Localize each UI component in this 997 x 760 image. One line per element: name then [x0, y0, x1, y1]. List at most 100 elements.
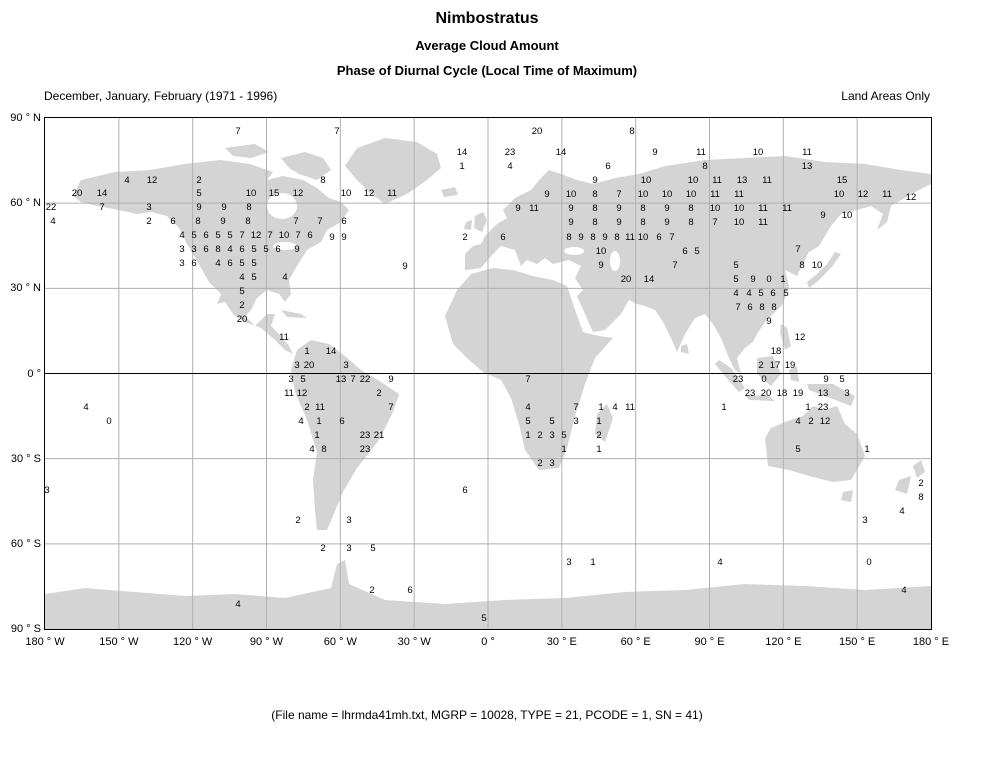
data-value-label: 5 — [694, 246, 700, 257]
data-value-label: 10 — [637, 189, 649, 200]
data-value-label: 6 — [500, 232, 506, 243]
data-value-label: 20 — [620, 274, 632, 285]
data-value-label: 8 — [566, 232, 572, 243]
data-value-label: 9 — [294, 244, 300, 255]
data-value-label: 4 — [507, 161, 513, 172]
black-sea — [564, 247, 584, 255]
data-value-label: 4 — [612, 402, 618, 413]
data-value-label: 5 — [239, 286, 245, 297]
data-value-label: 6 — [170, 216, 176, 227]
data-value-label: 12 — [292, 188, 304, 199]
data-value-label: 1 — [459, 161, 465, 172]
data-value-label: 7 — [239, 230, 245, 241]
data-value-label: 4 — [179, 230, 185, 241]
data-value-label: 4 — [746, 288, 752, 299]
data-value-label: 7 — [672, 260, 678, 271]
data-value-label: 7 — [235, 126, 241, 137]
data-value-label: 6 — [307, 230, 313, 241]
data-value-label: 5 — [839, 374, 845, 385]
philippines — [780, 324, 791, 350]
data-value-label: 9 — [823, 374, 829, 385]
data-value-label: 19 — [784, 360, 796, 371]
borneo — [757, 356, 781, 386]
data-value-label: 0 — [766, 274, 772, 285]
caspian-sea — [610, 251, 620, 271]
longitude-tick-label: 60 ° W — [323, 636, 357, 648]
data-value-label: 20 — [71, 188, 83, 199]
new-zealand-north — [913, 460, 925, 478]
data-value-label: 1 — [596, 416, 602, 427]
data-value-label: 9 — [329, 232, 335, 243]
data-value-label: 1 — [590, 557, 596, 568]
data-value-label: 9 — [664, 217, 670, 228]
latitude-tick-label: 60 ° N — [10, 197, 41, 210]
data-value-label: 6 — [462, 485, 468, 496]
data-value-label: 1 — [598, 402, 604, 413]
data-value-label: 5 — [191, 230, 197, 241]
latitude-tick-label: 90 ° N — [10, 112, 41, 124]
data-value-label: 11 — [710, 189, 720, 200]
data-value-label: 5 — [561, 430, 567, 441]
japan — [807, 252, 841, 288]
data-value-label: 12 — [819, 416, 831, 427]
data-value-label: 6 — [747, 302, 753, 313]
data-value-label: 20 — [303, 360, 315, 371]
data-value-label: 11 — [782, 203, 792, 214]
data-value-label: 8 — [592, 189, 598, 200]
data-value-label: 5 — [251, 258, 257, 269]
data-value-label: 3 — [549, 430, 555, 441]
data-value-label: 20 — [236, 314, 248, 325]
data-value-label: 2 — [537, 430, 543, 441]
data-value-label: 6 — [275, 244, 281, 255]
data-value-label: 1 — [780, 274, 786, 285]
data-value-label: 3 — [346, 515, 352, 526]
data-value-label: 10 — [811, 260, 823, 271]
data-value-label: 8 — [688, 217, 694, 228]
continent-africa — [445, 268, 613, 470]
data-value-label: 10 — [340, 188, 352, 199]
cuba — [281, 310, 307, 318]
data-value-label: 11 — [762, 175, 772, 186]
data-value-label: 3 — [179, 258, 185, 269]
great-lakes — [273, 242, 297, 250]
data-value-label: 7 — [573, 402, 579, 413]
data-value-label: 4 — [899, 506, 905, 517]
continent-south-america — [291, 340, 399, 530]
data-value-label: 11 — [758, 203, 768, 214]
data-value-label: 10 — [685, 189, 697, 200]
data-value-label: 10 — [733, 203, 745, 214]
data-value-label: 6 — [656, 232, 662, 243]
madagascar — [595, 404, 613, 442]
data-value-label: 21 — [373, 430, 385, 441]
data-value-label: 5 — [263, 244, 269, 255]
data-value-label: 22 — [359, 374, 371, 385]
latitude-tick-label: 30 ° N — [10, 282, 41, 295]
data-value-label: 6 — [339, 416, 345, 427]
data-value-label: 9 — [220, 216, 226, 227]
data-value-label: 4 — [50, 216, 56, 227]
data-value-label: 2 — [537, 458, 543, 469]
data-value-label: 1 — [721, 402, 727, 413]
data-value-label: 10 — [595, 246, 607, 257]
longitude-tick-label: 30 ° E — [546, 636, 577, 648]
data-value-label: 3 — [862, 515, 868, 526]
data-value-label: 23 — [359, 430, 371, 441]
data-value-label: 9 — [602, 232, 608, 243]
data-value-label: 3 — [566, 557, 572, 568]
data-value-label: 0 — [761, 374, 767, 385]
longitude-tick-label: 30 ° W — [397, 636, 431, 648]
data-value-label: 5 — [783, 288, 789, 299]
data-value-label: 6 — [770, 288, 776, 299]
data-value-label: 17 — [769, 360, 781, 371]
data-value-label: 7 — [735, 302, 741, 313]
data-value-label: 10 — [733, 217, 745, 228]
longitude-tick-label: 60 ° E — [620, 636, 651, 648]
data-value-label: 1 — [805, 402, 811, 413]
data-value-label: 1 — [314, 430, 320, 441]
data-value-label: 11 — [625, 232, 635, 243]
data-value-label: 7 — [317, 216, 323, 227]
data-value-label: 7 — [350, 374, 356, 385]
data-value-label: 12 — [146, 175, 158, 186]
data-value-label: 5 — [481, 613, 487, 624]
